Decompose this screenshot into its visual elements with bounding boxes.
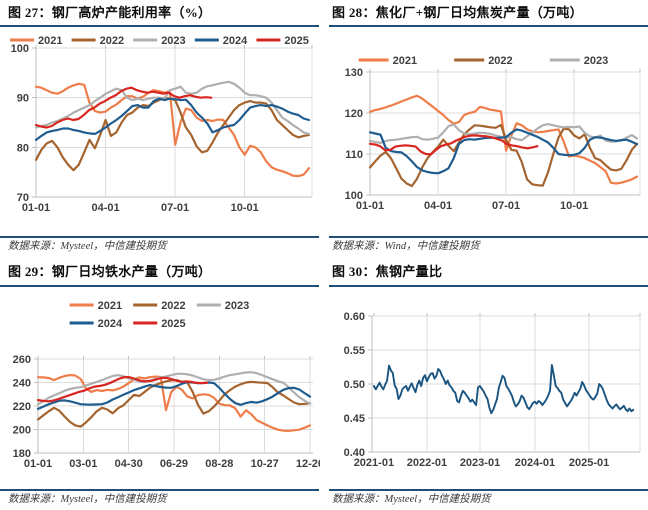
fig27-xtick: 04-01 — [91, 202, 119, 214]
legend-label-2022: 2022 — [488, 55, 512, 67]
fig30-axes: 0.40 0.45 0.50 0.55 0.60 2021-01 2022-01 2023-0… — [344, 311, 641, 469]
fig28-ytick: 120 — [345, 108, 363, 120]
fig30-bottom-divider — [329, 489, 648, 491]
fig30-xtick: 2023-01 — [460, 457, 500, 469]
fig28-series-2022 — [368, 123, 639, 188]
fig29-series-2025 — [36, 375, 209, 403]
fig29-bottom-divider — [0, 489, 319, 491]
fig29-ytick: 220 — [13, 401, 31, 413]
fig30-ytick: 0.45 — [344, 413, 365, 425]
fig29-xtick: 03-01 — [69, 458, 97, 470]
fig29-ytick: 180 — [13, 448, 31, 460]
fig28-bottom-divider — [329, 236, 648, 238]
fig30-xtick: 2024-01 — [515, 457, 555, 469]
fig29-ytick: 260 — [13, 354, 31, 366]
legend-label-2022: 2022 — [161, 300, 185, 312]
fig29-xtick: 06-29 — [160, 458, 188, 470]
fig29-ytick: 200 — [13, 425, 31, 437]
fig30-top-divider — [329, 285, 648, 287]
fig30-chart: 0.40 0.45 0.50 0.55 0.60 2021-01 2022-01 2023-0… — [344, 311, 641, 469]
fig27-ytick: 80 — [17, 142, 29, 154]
legend-label-2024: 2024 — [98, 318, 123, 330]
fig29-top-divider — [0, 285, 319, 287]
fig28-legend: 2021 2022 2023 — [358, 55, 608, 67]
fig27-series-2021 — [34, 82, 311, 178]
legend-label-2021: 2021 — [98, 300, 122, 312]
legend-label-2024: 2024 — [223, 35, 248, 47]
fig27-xtick: 10-01 — [231, 202, 259, 214]
fig29-xtick: 01-01 — [24, 458, 52, 470]
fig28-series-2021 — [368, 94, 639, 185]
fig28-xtick: 01-01 — [356, 200, 384, 212]
fig27-xtick: 01-01 — [22, 202, 50, 214]
fig29-xtick: 12-26 — [296, 458, 320, 470]
fig30-ytick: 0.40 — [344, 447, 365, 459]
fig29-series-2023 — [36, 371, 312, 406]
fig30-ytick: 0.60 — [344, 311, 365, 323]
legend-label-2021: 2021 — [393, 55, 417, 67]
legend-label-2021: 2021 — [38, 35, 62, 47]
fig28-series-2025 — [368, 134, 539, 156]
fig28-ytick: 130 — [345, 67, 363, 79]
legend-label-2025: 2025 — [161, 318, 185, 330]
fig30-xtick: 2022-01 — [407, 457, 447, 469]
fig27-axes: 70 80 90 100 01-01 04-01 07-01 10-01 — [11, 43, 313, 214]
fig28-chart: 100 110 120 130 01-01 04-01 07-01 10-01 2021 2022… — [345, 55, 641, 212]
fig28-caption: 图 28：焦化厂+钢厂日均焦炭产量（万吨） — [332, 5, 583, 20]
fig27-ytick: 70 — [17, 192, 29, 204]
fig28-ytick: 100 — [345, 190, 363, 202]
fig30-caption: 图 30：焦钢产量比 — [332, 264, 443, 279]
fig27-series-2025 — [34, 86, 213, 129]
legend-label-2023: 2023 — [225, 300, 249, 312]
fig29-ytick: 240 — [13, 378, 31, 390]
fig28-top-divider — [329, 25, 648, 27]
fig28-xtick: 07-01 — [492, 200, 520, 212]
fig30-ytick: 0.55 — [344, 345, 365, 357]
fig30-ytick: 0.50 — [344, 379, 365, 391]
fig27-series-2024 — [34, 97, 311, 142]
fig29-series-2024 — [36, 380, 312, 411]
fig28-series-2024 — [368, 128, 639, 175]
fig30-series-焦钢产量比 — [372, 364, 635, 415]
fig28-axes: 100 110 120 130 01-01 04-01 07-01 10-01 — [345, 67, 641, 212]
fig29-series-2021 — [36, 373, 312, 432]
legend-label-2025: 2025 — [284, 35, 308, 47]
fig28-xtick: 04-01 — [424, 200, 452, 212]
legend-label-2023: 2023 — [584, 55, 608, 67]
fig30-xtick: 2021-01 — [354, 457, 394, 469]
fig29-source: 数据来源：Mysteel，中信建投期货 — [8, 494, 167, 505]
fig27-ytick: 100 — [11, 43, 29, 55]
fig29-caption: 图 29：钢厂日均铁水产量（万吨） — [8, 264, 212, 279]
fig27-ytick: 90 — [17, 93, 29, 105]
fig29-xtick: 04-30 — [115, 458, 143, 470]
fig28-source: 数据来源：Wind，中信建投期货 — [332, 241, 480, 252]
fig30-xtick: 2025-01 — [569, 457, 609, 469]
fig29-legend: 2021 2022 2023 2024 2025 — [69, 300, 249, 330]
fig27-bottom-divider — [0, 236, 319, 238]
fig28-xtick: 10-01 — [560, 200, 588, 212]
fig28-ytick: 110 — [345, 149, 363, 161]
fig27-legend: 2021 2022 2023 2024 2025 — [10, 35, 309, 47]
fig29-axes: 180 200 220 240 260 01-01 03-01 04-30 06-29 08-28… — [13, 354, 320, 470]
fig27-series-2023 — [34, 80, 311, 136]
fig27-source: 数据来源：Mysteel，中信建投期货 — [8, 241, 167, 252]
fig30-source: 数据来源：Mysteel，中信建投期货 — [332, 494, 491, 505]
fig29-xtick: 08-28 — [205, 458, 233, 470]
fig27-xtick: 07-01 — [161, 202, 189, 214]
fig27-caption: 图 27：钢厂高炉产能利用率（%） — [8, 5, 212, 20]
legend-label-2022: 2022 — [100, 35, 124, 47]
fig29-chart: 180 200 220 240 260 01-01 03-01 04-30 06-29 08-28… — [13, 300, 320, 470]
legend-label-2023: 2023 — [161, 35, 185, 47]
fig27-top-divider — [0, 25, 319, 27]
fig29-xtick: 10-27 — [251, 458, 279, 470]
